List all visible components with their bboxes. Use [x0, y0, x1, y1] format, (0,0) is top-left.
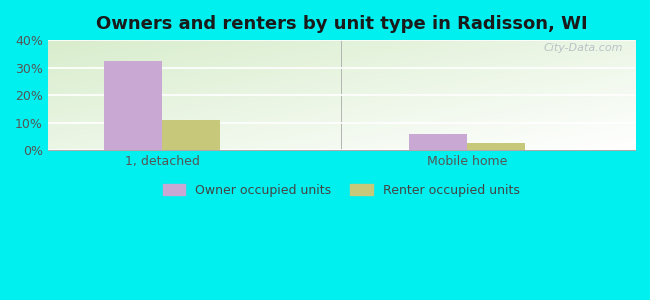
Bar — [104, 61, 162, 150]
Title: Owners and renters by unit type in Radisson, WI: Owners and renters by unit type in Radis… — [96, 15, 587, 33]
Bar — [410, 134, 467, 150]
Text: City-Data.com: City-Data.com — [544, 44, 623, 53]
Legend: Owner occupied units, Renter occupied units: Owner occupied units, Renter occupied un… — [163, 184, 520, 197]
Bar — [467, 143, 525, 150]
Bar — [162, 120, 220, 150]
